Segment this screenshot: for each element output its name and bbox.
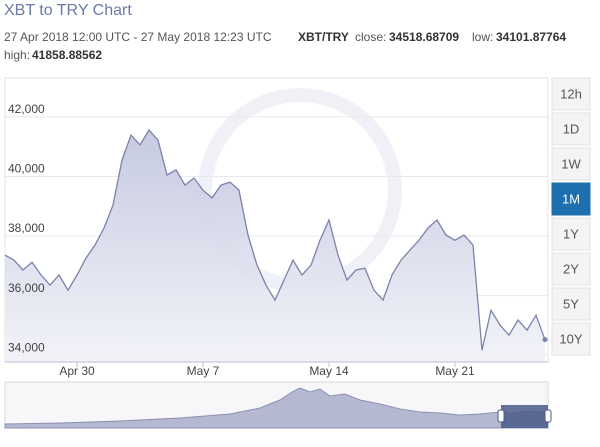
close-label: close:	[355, 30, 386, 44]
y-tick-label: 38,000	[8, 221, 45, 235]
range-button-label[interactable]: 12h	[560, 86, 582, 101]
close-value: 34518.68709	[389, 30, 459, 44]
range-button-label[interactable]: 10Y	[559, 331, 582, 346]
high-value: 41858.88562	[32, 48, 102, 62]
range-button-label[interactable]: 1Y	[563, 226, 579, 241]
navigator-handle[interactable]	[497, 409, 505, 423]
y-tick-label: 42,000	[8, 102, 45, 116]
range-button[interactable]	[551, 112, 591, 146]
range-button[interactable]	[551, 252, 591, 286]
date-range: 27 Apr 2018 12:00 UTC - 27 May 2018 12:2…	[4, 30, 272, 44]
range-button[interactable]	[551, 147, 591, 181]
range-button-label[interactable]: 2Y	[563, 261, 579, 276]
y-tick-label: 34,000	[8, 340, 45, 354]
range-button-label[interactable]: 1W	[561, 156, 581, 171]
x-tick-label: Apr 30	[59, 364, 95, 378]
axis-labels: 34,000 36,000 38,000 40,000 42,000 Apr 30 May …	[8, 102, 475, 378]
navigator-window[interactable]	[501, 405, 548, 428]
chart-title: XBT to TRY Chart	[4, 2, 132, 19]
range-button-label[interactable]: 5Y	[563, 296, 579, 311]
navigator	[4, 381, 552, 429]
y-tick-label: 40,000	[8, 162, 45, 176]
low-value: 34101.87764	[496, 30, 566, 44]
range-button[interactable]	[551, 322, 591, 356]
low-label: low:	[472, 30, 493, 44]
x-tick-label: May 14	[309, 364, 349, 378]
x-tick-label: May 7	[187, 364, 220, 378]
range-button-label[interactable]: 1M	[562, 191, 580, 206]
last-point	[542, 337, 548, 343]
x-tick-label: May 21	[435, 364, 475, 378]
series-line	[4, 128, 546, 351]
navigator-handle[interactable]	[544, 409, 552, 423]
series	[4, 128, 548, 362]
range-button[interactable]	[551, 77, 591, 111]
range-button[interactable]	[551, 217, 591, 251]
range-button[interactable]	[551, 182, 591, 216]
y-tick-label: 36,000	[8, 281, 45, 295]
range-buttons: 12h 1D 1W 1M 1Y 2Y 5Y 10Y	[551, 77, 591, 356]
area-fill	[5, 130, 545, 362]
range-button-label[interactable]: 1D	[563, 121, 580, 136]
high-label: high:	[4, 48, 30, 62]
pair: XBT/TRY	[298, 30, 349, 44]
range-button[interactable]	[551, 287, 591, 321]
chart-info: 27 Apr 2018 12:00 UTC - 27 May 2018 12:2…	[4, 30, 566, 62]
